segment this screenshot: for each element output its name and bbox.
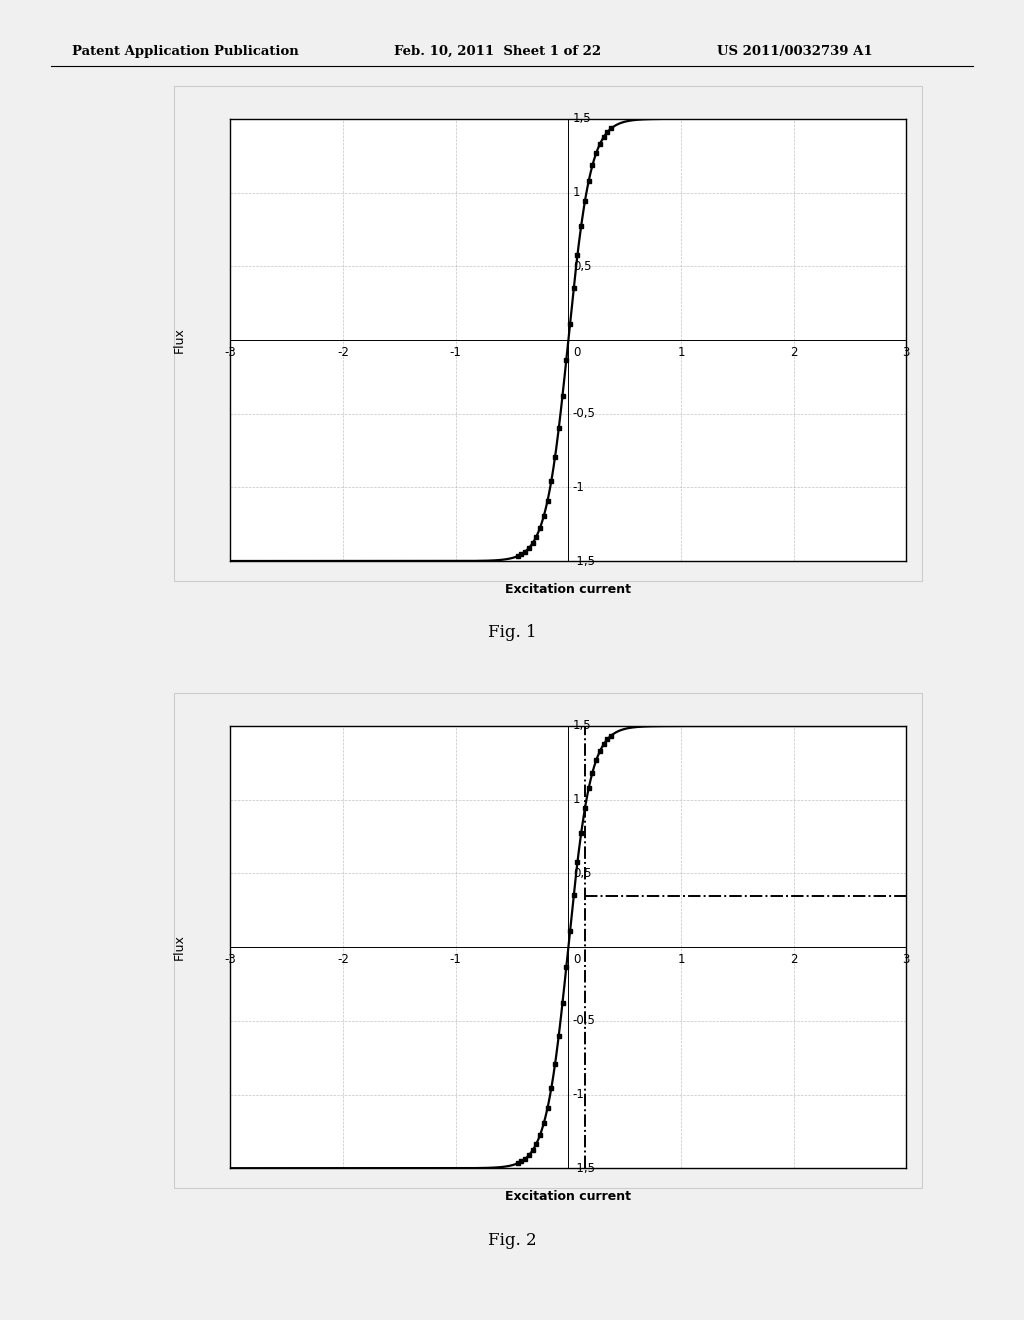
Text: -2: -2	[337, 346, 349, 359]
Text: 1: 1	[572, 793, 581, 807]
Text: -3: -3	[224, 953, 237, 966]
Text: 0: 0	[572, 953, 581, 966]
Text: Flux: Flux	[173, 935, 186, 960]
Text: -2: -2	[337, 953, 349, 966]
Text: Fig. 1: Fig. 1	[487, 624, 537, 642]
Text: -1,5: -1,5	[572, 554, 596, 568]
Text: Fig. 2: Fig. 2	[487, 1232, 537, 1249]
Text: -0,5: -0,5	[572, 1014, 596, 1027]
Text: -1: -1	[450, 953, 462, 966]
Text: 1: 1	[677, 346, 685, 359]
Text: 1: 1	[572, 186, 581, 199]
Text: Excitation current: Excitation current	[505, 1191, 632, 1204]
Text: Feb. 10, 2011  Sheet 1 of 22: Feb. 10, 2011 Sheet 1 of 22	[394, 45, 601, 58]
Text: 3: 3	[902, 346, 910, 359]
Text: Flux: Flux	[173, 327, 186, 352]
Text: US 2011/0032739 A1: US 2011/0032739 A1	[717, 45, 872, 58]
Text: 1,5: 1,5	[572, 112, 592, 125]
Text: 0: 0	[572, 346, 581, 359]
Text: Patent Application Publication: Patent Application Publication	[72, 45, 298, 58]
Text: 1,5: 1,5	[572, 719, 592, 733]
Text: 2: 2	[790, 346, 798, 359]
Text: 3: 3	[902, 953, 910, 966]
Text: -0,5: -0,5	[572, 407, 596, 420]
Text: Excitation current: Excitation current	[505, 583, 632, 597]
Text: 0,5: 0,5	[572, 260, 591, 273]
Text: 1: 1	[677, 953, 685, 966]
Text: -3: -3	[224, 346, 237, 359]
Text: 2: 2	[790, 953, 798, 966]
Text: -1,5: -1,5	[572, 1162, 596, 1175]
Text: -1: -1	[450, 346, 462, 359]
Text: 0,5: 0,5	[572, 867, 591, 880]
Text: -1: -1	[572, 1088, 585, 1101]
Text: -1: -1	[572, 480, 585, 494]
